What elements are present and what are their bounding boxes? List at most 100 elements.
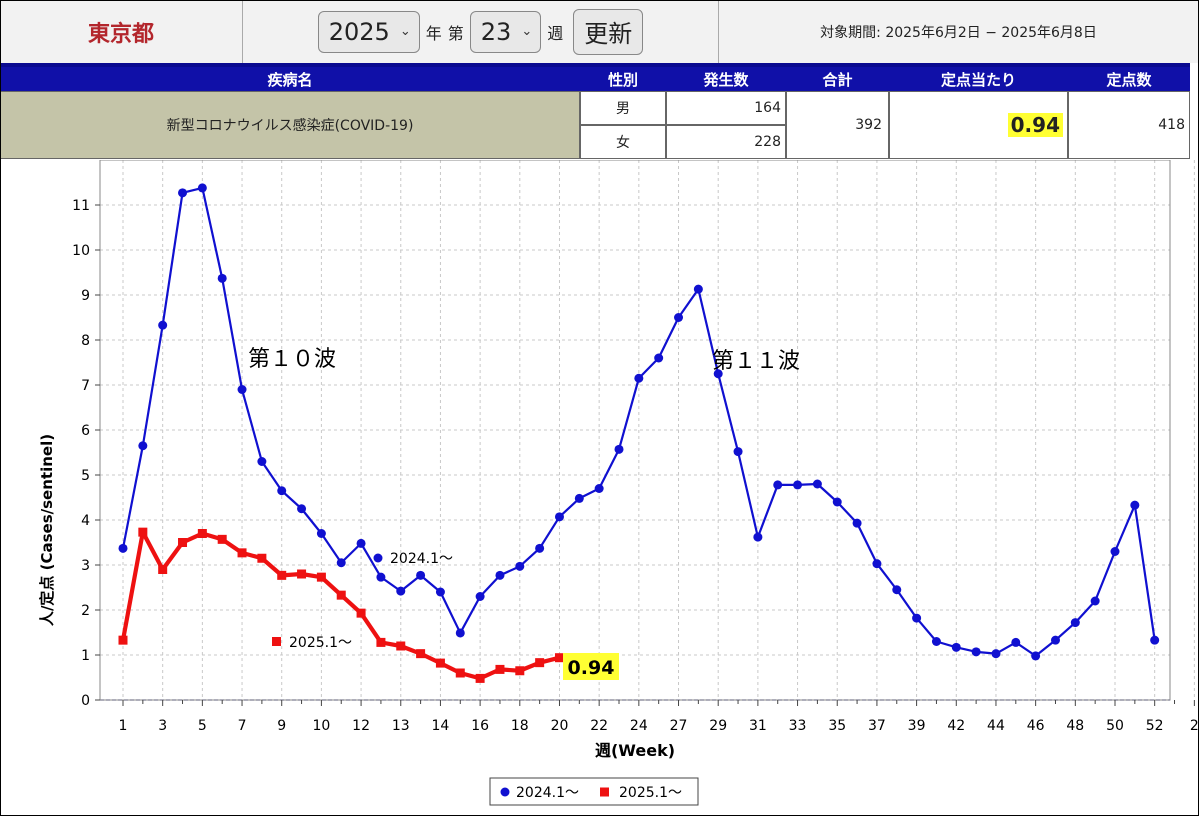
data-point-2024 — [971, 647, 981, 657]
data-point-2024 — [773, 480, 783, 490]
latest-value-label: 0.94 — [568, 657, 615, 679]
year-select[interactable]: 2025 ⌄ — [317, 10, 420, 53]
col-cases: 発生数 — [703, 70, 749, 89]
inline-marker-2024 — [373, 553, 383, 563]
data-point-2024 — [356, 538, 366, 548]
week-select-value: 23 — [480, 17, 512, 46]
x-tick-label: 39 — [908, 718, 926, 734]
data-point-2024 — [158, 320, 168, 330]
cases-male: 164 — [666, 91, 786, 125]
data-point-2025 — [554, 653, 564, 663]
inline-marker-2025 — [272, 637, 281, 646]
data-point-2024 — [138, 441, 148, 451]
x-tick-label: 29 — [709, 718, 727, 734]
data-point-2024 — [336, 558, 346, 568]
data-point-2024 — [455, 628, 465, 638]
data-point-2024 — [693, 284, 703, 294]
data-point-2024 — [277, 486, 287, 496]
chevron-down-icon: ⌄ — [521, 24, 533, 39]
data-point-2024 — [753, 532, 763, 542]
data-point-2024 — [475, 592, 485, 601]
x-tick-label: 9 — [277, 718, 286, 734]
sex-male: 男 — [580, 91, 666, 125]
data-point-2024 — [852, 518, 862, 528]
week-select[interactable]: 23 ⌄ — [469, 10, 542, 53]
data-point-2024 — [793, 480, 803, 490]
data-point-2025 — [277, 570, 287, 580]
x-axis-label: 週(Week) — [595, 741, 675, 760]
data-point-2025 — [316, 572, 326, 582]
data-point-2025 — [158, 565, 168, 574]
disease-name: 新型コロナウイルス感染症(COVID-19) — [0, 91, 580, 159]
table-body: 新型コロナウイルス感染症(COVID-19) 男 164 女 228 392 0… — [0, 91, 1192, 159]
data-point-2024 — [991, 649, 1001, 659]
data-point-2024 — [1150, 635, 1160, 645]
col-disease: 疾病名 — [267, 70, 313, 89]
data-point-2024 — [435, 587, 445, 597]
x-tick-label: 7 — [238, 718, 247, 734]
data-point-2025 — [217, 534, 227, 544]
x-tick-label: 20 — [551, 718, 569, 734]
data-point-2024 — [217, 273, 227, 283]
data-point-2025 — [336, 590, 346, 600]
data-point-2024 — [674, 313, 684, 322]
x-tick-label: 33 — [789, 718, 807, 734]
y-tick-label: 9 — [81, 288, 90, 304]
data-point-2024 — [912, 613, 922, 623]
data-point-2024 — [832, 497, 842, 507]
inline-label-2025: 2025.1〜 — [289, 635, 352, 651]
data-point-2024 — [535, 543, 545, 553]
x-tick-label: 50 — [1106, 718, 1124, 734]
data-point-2024 — [257, 457, 267, 466]
data-point-2025 — [416, 649, 426, 659]
x-tick-label: 16 — [471, 718, 489, 734]
year-label: 年 — [425, 23, 442, 43]
y-tick-label: 11 — [72, 198, 90, 214]
col-sentinels: 定点数 — [1106, 70, 1152, 89]
data-point-2025 — [396, 641, 406, 651]
x-tick-label: 44 — [987, 718, 1005, 734]
data-point-2024 — [1050, 635, 1060, 645]
y-tick-label: 0 — [81, 693, 90, 709]
x-tick-label: 27 — [670, 718, 688, 734]
header-bar: 東京都 2025 ⌄ 年 第 23 ⌄ 週 更新 対象期間: 2025年6月2日… — [0, 0, 1199, 63]
x-tick-label: 14 — [432, 718, 450, 734]
total-cases: 392 — [786, 91, 889, 159]
y-axis-label: 人/定点 (Cases/sentinel) — [38, 434, 56, 626]
sex-female: 女 — [580, 125, 666, 159]
latest-value-highlight — [563, 653, 619, 680]
data-point-2024 — [872, 559, 882, 569]
x-tick-label: 12 — [352, 718, 370, 734]
col-total: 合計 — [822, 70, 853, 89]
x-tick-label: 37 — [868, 718, 886, 734]
data-point-2025 — [257, 553, 267, 563]
data-point-2024 — [1011, 637, 1021, 647]
y-tick-label: 7 — [81, 378, 90, 394]
data-point-2024 — [614, 444, 624, 454]
sentinel-count: 418 — [1068, 91, 1190, 159]
week-prefix-label: 第 — [447, 23, 464, 43]
data-point-2025 — [515, 666, 525, 676]
legend-label-2025: 2025.1〜 — [619, 785, 682, 801]
data-point-2024 — [733, 447, 743, 457]
y-tick-label: 8 — [81, 333, 90, 349]
col-per-sentinel: 定点当たり — [940, 70, 1016, 89]
data-point-2025 — [475, 673, 485, 683]
update-button[interactable]: 更新 — [573, 8, 644, 55]
data-point-2024 — [931, 637, 941, 646]
data-point-2025 — [356, 608, 366, 618]
data-point-2025 — [178, 538, 188, 547]
data-point-2024 — [1130, 500, 1140, 510]
week-selector: 2025 ⌄ 年 第 23 ⌄ 週 更新 — [243, 0, 719, 63]
col-sex: 性別 — [607, 70, 638, 89]
data-point-2024 — [892, 585, 902, 595]
data-point-2024 — [178, 188, 188, 198]
data-point-2024 — [654, 353, 664, 363]
x-tick-label: 3 — [158, 718, 167, 734]
data-point-2024 — [316, 529, 326, 538]
data-point-2025 — [118, 635, 128, 645]
x-tick-label: 10 — [312, 718, 330, 734]
data-point-2024 — [594, 484, 604, 493]
x-tick-label: 13 — [392, 718, 410, 734]
